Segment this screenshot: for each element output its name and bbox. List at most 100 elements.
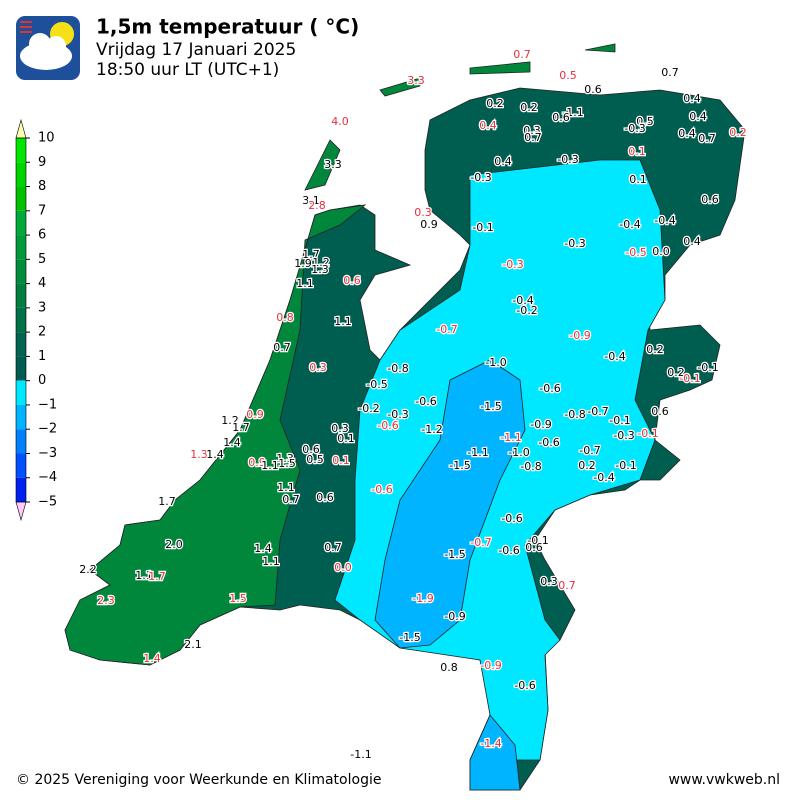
station-value: -1.0: [485, 356, 506, 369]
station-value: 2.8: [308, 199, 326, 212]
colorbar-segment: [16, 356, 26, 381]
logo: [16, 16, 80, 80]
station-value: 0.3: [414, 206, 432, 219]
colorbar-extend-top: [15, 118, 27, 139]
station-value: 0.6: [552, 111, 570, 124]
station-value: 0.3: [331, 422, 349, 435]
station-value: -1.5: [444, 548, 465, 561]
station-value: 0.6: [343, 274, 361, 287]
station-value: -0.4: [593, 471, 614, 484]
station-value: -0.7: [436, 323, 457, 336]
station-value: 0.2: [729, 126, 747, 139]
station-value: 0.2: [667, 366, 685, 379]
station-value: -0.4: [512, 294, 533, 307]
station-value: 0.7: [524, 131, 542, 144]
station-value: 0.9: [246, 408, 264, 421]
station-value: 1.1: [277, 481, 295, 494]
station-value: 1.1: [262, 555, 280, 568]
station-value: 1.3: [311, 263, 329, 276]
station-value: 0.7: [558, 579, 576, 592]
station-value: 2.0: [165, 538, 183, 551]
station-value: 1.1: [135, 569, 153, 582]
station-value: -0.7: [587, 405, 608, 418]
station-value: 1.7: [302, 248, 320, 261]
station-value: 0.3: [540, 575, 558, 588]
colorbar-tick-label: 6: [38, 228, 46, 243]
colorbar-segment: [16, 235, 26, 260]
station-value: 2.3: [97, 594, 115, 607]
station-value: 1.3: [276, 452, 294, 465]
station-value: 1.4: [254, 542, 272, 555]
station-value: -0.2: [516, 304, 537, 317]
colorbar-tick-label: −4: [38, 470, 57, 485]
colorbar-segment: [16, 477, 26, 502]
title: 1,5m temperatuur ( °C): [96, 15, 359, 39]
station-value: 0.0: [334, 561, 352, 574]
station-value: 0.4: [689, 110, 707, 123]
station-value: 0.9: [420, 218, 438, 231]
colorbar-tick-label: −3: [38, 446, 57, 461]
subtitle: Vrijdag 17 Januari 2025: [96, 40, 296, 60]
station-value: -0.1: [472, 221, 493, 234]
colorbar-segment: [16, 210, 26, 236]
station-value: 3.3: [407, 74, 425, 87]
station-value: -0.6: [501, 512, 522, 525]
colorbar-tick-label: 2: [38, 325, 46, 340]
station-value: 0.6: [302, 443, 320, 456]
station-value: -0.5: [366, 378, 387, 391]
colorbar-segment: [16, 332, 26, 357]
station-value: 1.7: [158, 495, 176, 508]
station-value: -0.6: [538, 436, 559, 449]
station-value: 0.8: [276, 311, 294, 324]
station-value: 1.3: [190, 448, 208, 461]
station-value: -1.1: [562, 106, 583, 119]
station-value: 0.1: [337, 432, 355, 445]
station-value: -0.1: [527, 534, 548, 547]
station-value: 0.2: [486, 97, 504, 110]
station-value: 0.7: [698, 132, 716, 145]
station-value: -0.6: [498, 544, 519, 557]
station-value: 0.7: [324, 541, 342, 554]
station-value: -0.1: [697, 361, 718, 374]
colorbar-segment: [16, 186, 26, 211]
colorbar-tick-label: 0: [38, 373, 46, 388]
station-value: -0.6: [415, 395, 436, 408]
station-value: 0.5: [306, 453, 324, 466]
station-value: -1.1: [350, 748, 371, 761]
station-value: -0.4: [604, 350, 625, 363]
station-value: 0.3: [523, 124, 541, 137]
station-value: 3.1: [302, 194, 320, 207]
station-value: 0.3: [309, 361, 327, 374]
station-value: 1.1: [334, 315, 352, 328]
station-value: -0.9: [444, 610, 465, 623]
station-value: 0.6: [584, 83, 602, 96]
colorbar-tick-label: 8: [38, 179, 46, 194]
colorbar-frame: [15, 137, 27, 503]
colorbar-segment: [16, 138, 26, 163]
station-value: -0.1: [679, 372, 700, 385]
station-value: -0.3: [624, 122, 645, 135]
colorbar-tick-label: 9: [38, 155, 46, 170]
station-value: 1.1: [296, 277, 314, 290]
station-value: -0.6: [514, 679, 535, 692]
station-value: -1.5: [449, 459, 470, 472]
station-value: -0.4: [619, 218, 640, 231]
colorbar-segment: [16, 259, 26, 284]
station-value: -0.2: [358, 402, 379, 415]
colorbar-segment: [16, 380, 26, 405]
station-value: 1.4: [223, 436, 241, 449]
station-value: 0.4: [683, 92, 701, 105]
url: www.vwkweb.nl: [668, 772, 780, 788]
station-value: 1.4: [206, 448, 224, 461]
station-value: 1.1: [261, 459, 279, 472]
station-value: -0.8: [564, 408, 585, 421]
station-value: -1.4: [480, 737, 501, 750]
station-value: -0.3: [470, 171, 491, 184]
station-value: -1.0: [508, 446, 529, 459]
station-value: -0.6: [539, 382, 560, 395]
copyright: © 2025 Vereniging voor Weerkunde en Klim…: [16, 772, 381, 788]
station-value: 0.6: [525, 541, 543, 554]
station-value: 3.3: [324, 158, 342, 171]
station-value: -0.4: [654, 214, 675, 227]
